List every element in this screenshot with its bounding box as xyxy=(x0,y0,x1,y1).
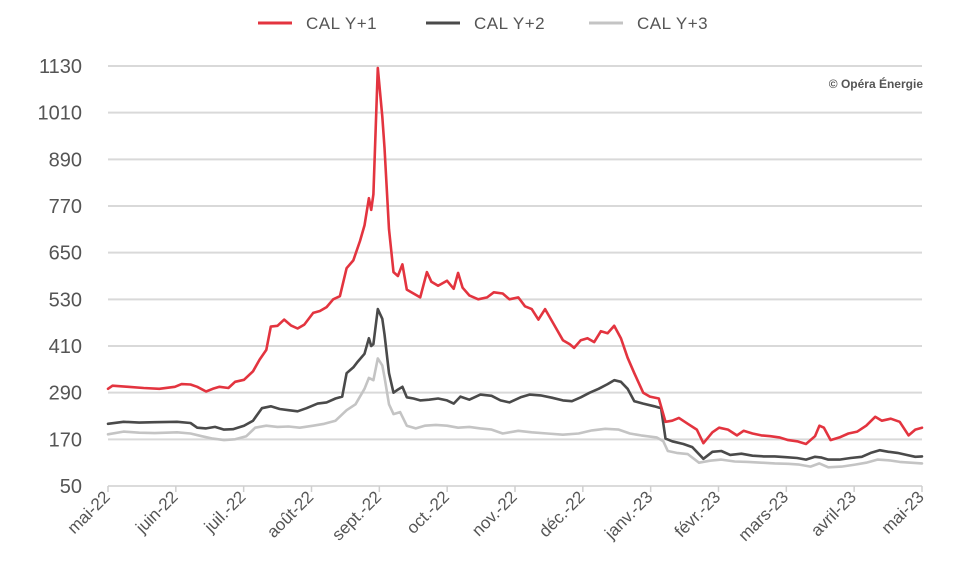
y-tick-label: 1130 xyxy=(39,56,82,78)
legend-label-cal-y2: CAL Y+2 xyxy=(474,14,545,33)
x-tick-label: mai-23 xyxy=(878,487,928,537)
y-axis-ticks: 50 170 290 410 530 650 770 890 1010 1130 xyxy=(38,56,83,498)
y-tick-label: 650 xyxy=(49,243,82,265)
legend-label-cal-y1: CAL Y+1 xyxy=(306,14,377,33)
legend-item-cal-y1: CAL Y+1 xyxy=(258,14,377,33)
y-tick-label: 50 xyxy=(60,476,82,498)
x-tick-label: avril-23 xyxy=(807,487,860,540)
y-tick-label: 770 xyxy=(49,196,82,218)
y-tick-label: 530 xyxy=(49,289,82,311)
x-tick-label: mars-23 xyxy=(735,487,793,545)
x-tick-label: août-22 xyxy=(263,487,317,541)
x-tick-label: janv.-23 xyxy=(600,487,656,543)
x-tick-label: sept.-22 xyxy=(328,487,385,544)
legend-item-cal-y2: CAL Y+2 xyxy=(426,14,545,33)
series-line-cal-y-1 xyxy=(106,66,924,446)
legend-label-cal-y3: CAL Y+3 xyxy=(637,14,708,33)
x-tick-label: juil.-22 xyxy=(200,487,250,537)
x-axis: mai-22 juin-22 juil.-22 août-22 sept.-22 oct.… xyxy=(64,485,928,545)
y-tick-label: 170 xyxy=(49,429,82,451)
x-tick-label: juin-22 xyxy=(131,487,181,537)
x-tick-label: nov.-22 xyxy=(468,487,521,540)
x-tick-label: oct.-22 xyxy=(403,487,453,537)
x-tick-label: févr.-23 xyxy=(671,487,725,541)
y-tick-label: 1010 xyxy=(38,103,83,125)
y-tick-label: 410 xyxy=(49,336,82,358)
x-tick-label: déc.-22 xyxy=(535,487,589,541)
chart-legend: CAL Y+1 CAL Y+2 CAL Y+3 xyxy=(258,14,708,33)
gridlines xyxy=(108,65,922,441)
series-lines xyxy=(106,66,924,469)
credit-text: © Opéra Énergie xyxy=(829,76,924,91)
y-tick-label: 890 xyxy=(49,149,82,171)
series-line-cal-y-3 xyxy=(106,357,924,469)
legend-item-cal-y3: CAL Y+3 xyxy=(589,14,708,33)
y-tick-label: 290 xyxy=(49,383,82,405)
series-line-cal-y-2 xyxy=(106,307,924,461)
